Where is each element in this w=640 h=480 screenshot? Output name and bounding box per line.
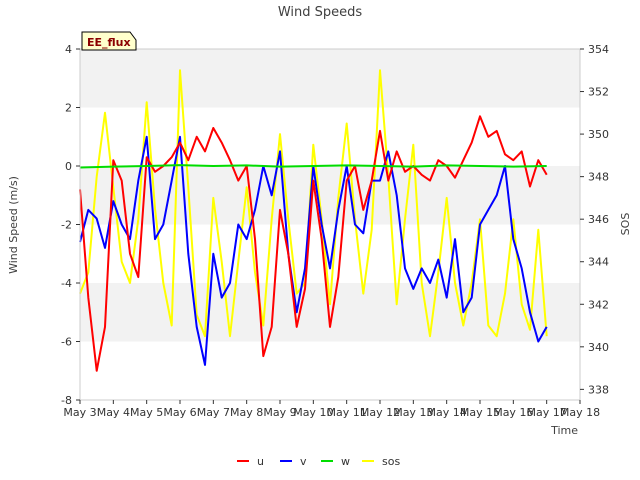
y2-tick-label: 338 <box>588 383 609 396</box>
x-tick-label: May 13 <box>393 406 433 419</box>
y-tick-label: 4 <box>65 43 72 56</box>
x-tick-label: May 4 <box>97 406 130 419</box>
series-line-u <box>79 115 548 372</box>
badge-label: EE_flux <box>87 36 131 49</box>
x-tick-label: May 8 <box>230 406 263 419</box>
y2-tick-label: 340 <box>588 341 609 354</box>
x-tick-label: May 15 <box>460 406 500 419</box>
dataset-badge: EE_flux <box>81 31 137 51</box>
series-line-w <box>79 164 547 169</box>
y-axis-label: Wind Speed (m/s) <box>7 176 20 274</box>
badge-shape <box>81 31 137 51</box>
y-tick-label: 0 <box>65 160 72 173</box>
legend-label-v: v <box>300 455 307 468</box>
y2-tick-label: 348 <box>588 171 609 184</box>
x-tick-label: May 14 <box>427 406 467 419</box>
x-tick-label: May 5 <box>130 406 163 419</box>
y2-tick-label: 354 <box>588 43 609 56</box>
y-tick-label: 2 <box>65 102 72 115</box>
legend-label-sos: sos <box>382 455 400 468</box>
x-tick-label: May 18 <box>560 406 600 419</box>
legend-label-w: w <box>341 455 350 468</box>
y-tick-label: -6 <box>61 336 72 349</box>
x-tick-label: May 12 <box>360 406 400 419</box>
x-tick-label: May 16 <box>493 406 533 419</box>
legend: u v w sos <box>237 455 400 468</box>
y2-tick-label: 342 <box>588 298 609 311</box>
y-axis-right: 338 340 342 344 346 348 350 352 354 <box>580 43 609 396</box>
x-tick-label: May 3 <box>63 406 96 419</box>
legend-label-u: u <box>257 455 264 468</box>
y2-tick-label: 350 <box>588 128 609 141</box>
x-tick-label: May 11 <box>327 406 367 419</box>
y2-axis-label: SOS <box>619 213 632 236</box>
y-tick-label: -8 <box>61 394 72 407</box>
x-axis-label: Time <box>550 424 578 437</box>
y-tick-label: -2 <box>61 219 72 232</box>
y2-tick-label: 344 <box>588 256 609 269</box>
x-tick-label: May 10 <box>293 406 333 419</box>
x-tick-label: May 6 <box>163 406 196 419</box>
y2-tick-label: 352 <box>588 86 609 99</box>
series-layer <box>79 69 548 372</box>
y2-tick-label: 346 <box>588 213 609 226</box>
grid-band <box>80 49 580 108</box>
x-tick-label: May 17 <box>527 406 567 419</box>
y-tick-label: -4 <box>61 277 72 290</box>
chart-title: Wind Speeds <box>278 5 363 20</box>
y-axis-left: -8 -6 -4 -2 0 2 4 <box>61 43 80 407</box>
x-tick-label: May 7 <box>197 406 230 419</box>
x-tick-label: May 9 <box>263 406 296 419</box>
